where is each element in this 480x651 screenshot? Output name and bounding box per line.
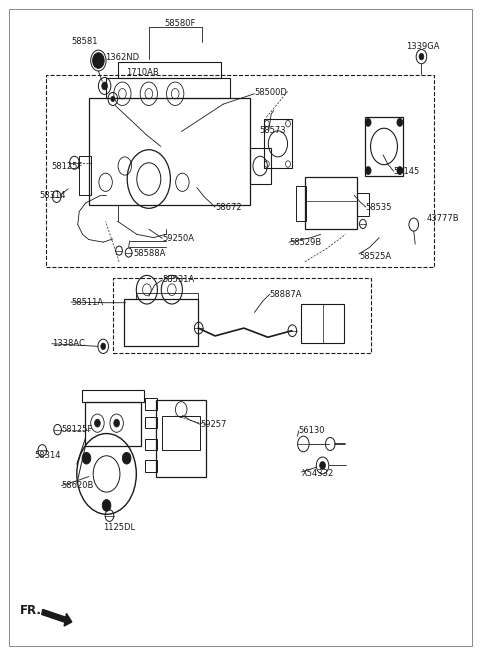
Text: 58125F: 58125F [61,425,93,434]
Circle shape [102,82,108,90]
Bar [89,98,250,205]
Bar [79,156,91,195]
Text: 58588A: 58588A [133,249,166,258]
Circle shape [111,96,115,102]
Text: X54332: X54332 [301,469,334,478]
Bar [145,460,157,472]
Text: FR.: FR. [20,604,42,617]
Text: 59250A: 59250A [162,234,194,243]
Bar [85,402,141,446]
Bar [357,193,369,216]
Bar [145,439,157,450]
Text: 58887A: 58887A [270,290,302,299]
Bar [365,117,403,176]
Text: 58580F: 58580F [164,19,196,28]
Text: 58535: 58535 [366,202,392,212]
Bar [156,400,206,477]
FancyArrow shape [42,609,72,626]
Circle shape [101,343,106,350]
Text: 59145: 59145 [394,167,420,176]
Circle shape [397,167,403,174]
Text: 58525A: 58525A [359,252,391,261]
Text: 1339GA: 1339GA [406,42,439,51]
Circle shape [95,419,100,427]
Bar [145,398,157,410]
Text: 58511A: 58511A [71,298,103,307]
Bar [264,119,292,168]
Bar [296,186,306,221]
Text: 58500D: 58500D [254,88,287,97]
Text: 58581: 58581 [71,36,97,46]
Bar [136,293,198,299]
Circle shape [114,419,120,427]
Text: 1125DL: 1125DL [103,523,135,532]
Circle shape [397,118,403,126]
Text: 58314: 58314 [39,191,66,200]
Text: 58620B: 58620B [61,481,94,490]
Text: 58125F: 58125F [52,161,83,171]
Circle shape [365,118,371,126]
Text: 58529B: 58529B [289,238,321,247]
Circle shape [102,499,111,511]
Text: 1338AC: 1338AC [52,339,84,348]
Bar [162,416,200,450]
Text: 1362ND: 1362ND [105,53,139,62]
Bar [82,390,144,402]
Text: 43777B: 43777B [426,214,459,223]
Bar [46,75,434,267]
Bar [124,299,198,346]
Text: 58314: 58314 [35,451,61,460]
Circle shape [82,452,91,464]
Bar [250,148,271,184]
Text: 58672: 58672 [215,202,241,212]
Circle shape [419,53,424,60]
Circle shape [93,53,104,68]
Bar [305,177,357,229]
Text: 58531A: 58531A [162,275,194,284]
Bar [145,417,157,428]
Text: 58573: 58573 [259,126,286,135]
Text: 59257: 59257 [201,420,227,429]
Circle shape [122,452,131,464]
Bar [113,278,371,353]
Circle shape [320,462,325,469]
Bar [301,304,344,343]
Circle shape [365,167,371,174]
Bar [118,62,221,78]
Bar [106,78,230,98]
Text: 1710AB: 1710AB [126,68,158,77]
Text: 56130: 56130 [299,426,325,436]
